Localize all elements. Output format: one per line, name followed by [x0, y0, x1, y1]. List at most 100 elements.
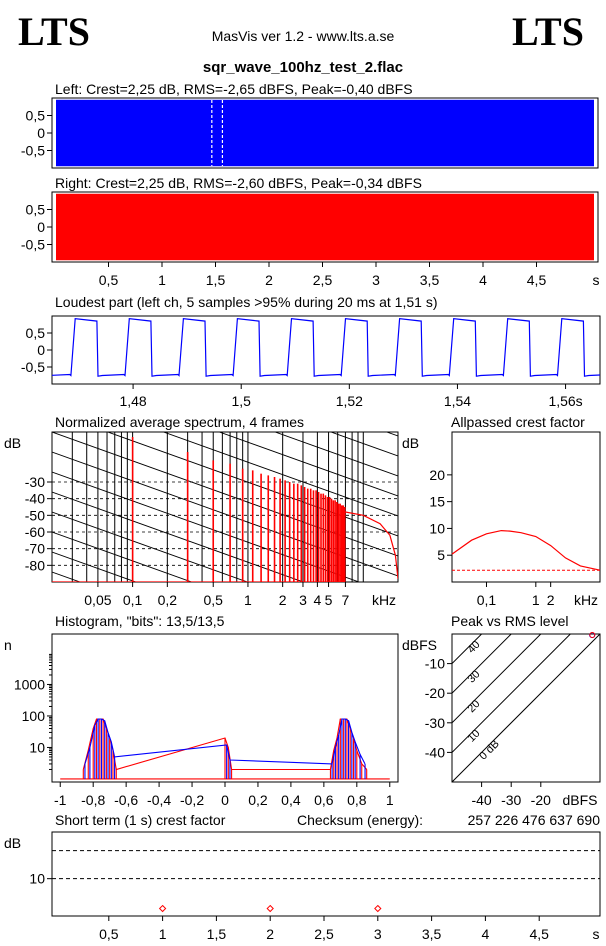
histogram-y-unit: n — [4, 637, 12, 653]
right-waveform-x-tick-label: 2,5 — [313, 272, 333, 288]
histogram-x-tick-label: 0,6 — [314, 792, 334, 808]
peak-rms-x-unit: dBFS — [562, 792, 597, 808]
short-term-x-tick-label: 2,5 — [314, 926, 334, 942]
allpass-y-tick-label: 5 — [437, 547, 445, 563]
allpass-y-tick-label: 10 — [429, 520, 445, 536]
spectrum-slope-line — [52, 272, 398, 396]
peak-rms-crest-line — [452, 634, 542, 724]
short-term-point — [266, 904, 274, 913]
spectrum-slope-line — [52, 432, 398, 557]
spectrum-x-tick-label: 0,1 — [123, 592, 143, 608]
spectrum-x-tick-label: 7 — [342, 592, 350, 608]
spectrum-y-tick-label: -70 — [25, 541, 45, 557]
spectrum-slope-line — [52, 471, 361, 582]
right-waveform-envelope — [56, 193, 594, 261]
peak-rms-frame — [451, 633, 601, 783]
peak-rms-point-right — [589, 632, 596, 639]
loudest-part-y-tick-label: 0,5 — [26, 325, 46, 341]
peak-rms-crest-label: 40 — [465, 639, 482, 656]
histogram-x-tick-label: -0,6 — [114, 792, 138, 808]
left-waveform-envelope — [56, 99, 594, 167]
short-term-point — [374, 904, 382, 913]
spectrum-slope-line — [273, 432, 398, 477]
spectrum-y-tick-label: -40 — [25, 491, 45, 507]
peak-rms-crest-line — [452, 634, 600, 782]
short-term-x-tick-label: 2 — [266, 926, 274, 942]
short-term-x-tick-label: 4 — [482, 926, 490, 942]
loudest-part-title: Loudest part (left ch, 5 samples >95% du… — [55, 294, 437, 310]
left-waveform-y-tick-label: 0 — [37, 125, 45, 141]
histogram-x-tick-label: 0 — [221, 792, 229, 808]
spectrum-slope-line — [52, 491, 305, 582]
left-waveform-title: Left: Crest=2,25 dB, RMS=-2,65 dBFS, Pea… — [55, 81, 413, 97]
short-term-x-tick-label: 4,5 — [529, 926, 549, 942]
short-term-x-tick-label: 1,5 — [207, 926, 227, 942]
peak-rms-x-tick-label: -20 — [531, 792, 551, 808]
loudest-part-y-tick-label: 0 — [37, 342, 45, 358]
spectrum-slope-line — [106, 432, 398, 537]
left-waveform-y-tick-label: 0,5 — [26, 108, 46, 124]
checksum-label: Checksum (energy): — [297, 812, 423, 828]
spectrum-x-tick-label: 0,5 — [203, 592, 223, 608]
spectrum-slope-line — [52, 252, 398, 376]
spectrum-y-tick-label: -60 — [25, 524, 45, 540]
spectrum-slope-line — [52, 451, 398, 577]
spectrum-x-tick-label: 0,2 — [158, 592, 178, 608]
right-waveform-x-tick-label: 3,5 — [420, 272, 440, 288]
short-term-y-tick-label: 10 — [29, 871, 45, 887]
spectrum-plot-area — [52, 252, 398, 716]
spectrum-frame — [51, 431, 399, 583]
short-term-x-tick-label: 3,5 — [422, 926, 442, 942]
histogram-x-tick-label: 1 — [386, 792, 394, 808]
spectrum-y-tick-label: -30 — [25, 474, 45, 490]
spectrum-x-tick-label: 3 — [299, 592, 307, 608]
short-term-title: Short term (1 s) crest factor — [55, 812, 226, 828]
peak-rms-y-tick-label: -30 — [425, 715, 445, 731]
short-term-x-tick-label: 0,5 — [99, 926, 119, 942]
right-waveform-y-tick-label: -0,5 — [21, 237, 45, 253]
spectrum-slope-line — [218, 432, 398, 497]
peak-rms-crest-line — [452, 634, 572, 754]
spectrum-slope-line — [52, 592, 398, 716]
peak-rms-y-tick-label: -10 — [425, 656, 445, 672]
histogram-x-tick-label: -0,4 — [147, 792, 171, 808]
logo-right: LTS — [512, 9, 584, 54]
histogram-title: Histogram, "bits": 13,5/13,5 — [55, 613, 225, 629]
short-term-x-unit: s — [593, 926, 600, 942]
histogram-x-tick-label: 0,8 — [347, 792, 367, 808]
short-term-x-tick-label: 1 — [159, 926, 167, 942]
histogram-y-tick-label: 10 — [29, 739, 45, 755]
file-name: sqr_wave_100hz_test_2.flac — [202, 59, 404, 76]
right-waveform-x-tick-label: 1 — [158, 272, 166, 288]
peak-rms-y-unit: dBFS — [402, 637, 437, 653]
histogram-y-tick-label: 100 — [22, 708, 46, 724]
loudest-part-line — [52, 318, 600, 377]
right-waveform-x-unit: s — [593, 272, 600, 288]
spectrum-slope-line — [52, 511, 249, 582]
histogram-x-tick-label: -0,2 — [180, 792, 204, 808]
allpass-x-tick-label: 2 — [547, 592, 555, 608]
logo-left: LTS — [18, 9, 90, 54]
histogram-x-tick-label: -0,8 — [81, 792, 105, 808]
peak-rms-x-tick-label: -30 — [501, 792, 521, 808]
allpass-y-tick-label: 15 — [429, 494, 445, 510]
peak-rms-crest-label: 10 — [465, 728, 482, 745]
spectrum-title: Normalized average spectrum, 4 frames — [55, 414, 304, 430]
peak-rms-plot-area — [452, 634, 600, 782]
loudest-part-x-tick-label: 1,5 — [231, 393, 251, 409]
allpass-frame — [451, 431, 601, 583]
loudest-part-frame — [51, 315, 601, 385]
peak-rms-y-tick-label: -40 — [425, 744, 445, 760]
right-waveform-y-tick-label: 0,5 — [26, 202, 46, 218]
left-waveform-y-tick-label: -0,5 — [21, 143, 45, 159]
spectrum-slope-line — [52, 531, 193, 582]
histogram-x-tick-label: 0,4 — [281, 792, 301, 808]
spectrum-x-tick-label: 4 — [313, 592, 321, 608]
peak-rms-crest-label: 20 — [465, 698, 482, 715]
spectrum-x-unit: kHz — [372, 592, 396, 608]
short-term-point — [158, 904, 167, 913]
allpass-y-unit: dB — [402, 435, 419, 451]
right-waveform-title: Right: Crest=2,25 dB, RMS=-2,60 dBFS, Pe… — [55, 175, 422, 191]
right-waveform-x-tick-label: 0,5 — [99, 272, 119, 288]
right-waveform-x-tick-label: 4 — [479, 272, 487, 288]
